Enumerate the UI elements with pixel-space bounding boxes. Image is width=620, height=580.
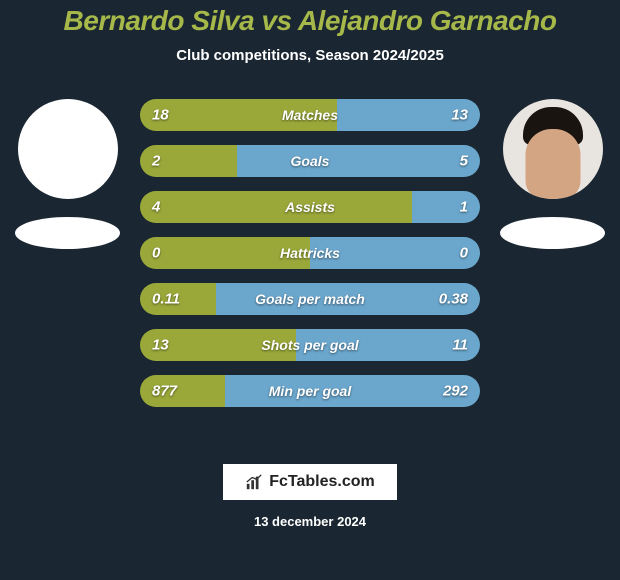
stat-bar: Hattricks 0 0 xyxy=(140,237,480,269)
stat-bar: Goals per match 0.11 0.38 xyxy=(140,283,480,315)
stat-bar: Goals 2 5 xyxy=(140,145,480,177)
stat-value-right: 13 xyxy=(451,107,468,124)
stat-value-right: 292 xyxy=(443,383,468,400)
stat-label: Shots per goal xyxy=(261,337,358,353)
player-left-avatar xyxy=(18,99,118,199)
stat-label: Goals xyxy=(291,153,330,169)
stat-label: Min per goal xyxy=(269,383,351,399)
stat-value-left: 18 xyxy=(152,107,169,124)
player-left-panel xyxy=(15,99,120,249)
stat-bar: Shots per goal 13 11 xyxy=(140,329,480,361)
stat-value-right: 0 xyxy=(460,245,468,262)
stat-bar: Assists 4 1 xyxy=(140,191,480,223)
stat-label: Matches xyxy=(282,107,338,123)
brand-text: FcTables.com xyxy=(269,473,375,491)
comparison-bars: Matches 18 13 Goals 2 5 Assists 4 1 Hattricks 0 0 Go… xyxy=(140,99,480,407)
player-right-panel xyxy=(500,99,605,249)
stat-value-right: 1 xyxy=(460,199,468,216)
page-title: Bernardo Silva vs Alejandro Garnacho xyxy=(64,5,557,37)
player-right-avatar xyxy=(503,99,603,199)
stat-value-left: 2 xyxy=(152,153,160,170)
brand-chart-icon xyxy=(245,473,263,491)
stat-value-left: 877 xyxy=(152,383,177,400)
stat-value-right: 11 xyxy=(452,337,468,354)
stat-bar-left-segment xyxy=(140,191,412,223)
brand-badge: FcTables.com xyxy=(223,464,397,500)
stat-bar-right-segment xyxy=(412,191,480,223)
stat-label: Goals per match xyxy=(255,291,365,307)
comparison-card: Bernardo Silva vs Alejandro Garnacho Clu… xyxy=(0,0,620,580)
stat-value-left: 0 xyxy=(152,245,160,262)
stat-bar-right-segment xyxy=(225,375,480,407)
stat-value-right: 5 xyxy=(460,153,468,170)
stat-label: Assists xyxy=(285,199,335,215)
stat-bar: Min per goal 877 292 xyxy=(140,375,480,407)
stat-value-left: 4 xyxy=(152,199,160,216)
stat-value-left: 13 xyxy=(152,337,169,354)
stat-bar: Matches 18 13 xyxy=(140,99,480,131)
chart-area: Matches 18 13 Goals 2 5 Assists 4 1 Hattricks 0 0 Go… xyxy=(0,99,620,439)
stat-value-right: 0.38 xyxy=(439,291,468,308)
stat-label: Hattricks xyxy=(280,245,340,261)
stat-value-left: 0.11 xyxy=(152,291,180,308)
subtitle: Club competitions, Season 2024/2025 xyxy=(176,47,444,64)
date-text: 13 december 2024 xyxy=(254,514,366,529)
player-left-club-badge xyxy=(15,217,120,249)
player-right-club-badge xyxy=(500,217,605,249)
avatar-face xyxy=(525,129,580,199)
stat-bar-right-segment xyxy=(237,145,480,177)
